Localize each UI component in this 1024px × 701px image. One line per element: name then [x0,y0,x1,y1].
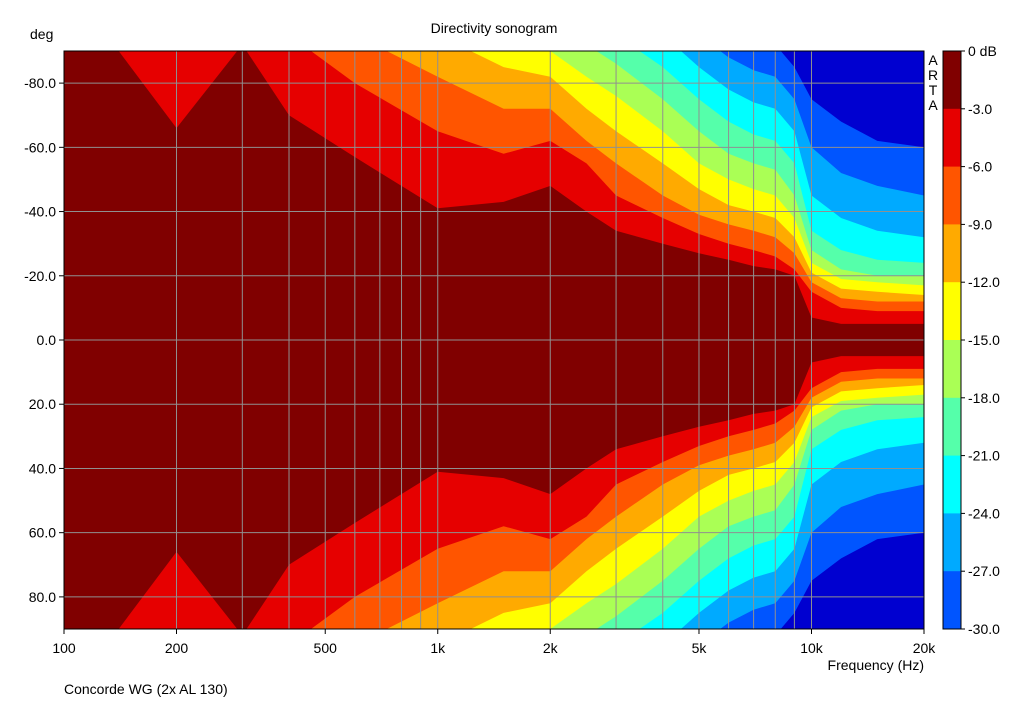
x-axis-ticks: 100 200 500 1k 2k 5k 10k 20k [52,629,936,656]
colorbar-label: -21.0 [968,448,1000,464]
colorbar-segment [943,513,961,572]
colorbar-segment [943,166,961,225]
y-tick-label: 60.0 [29,525,56,541]
colorbar-segment [943,397,961,457]
chart-title: Directivity sonogram [431,20,558,36]
watermark-letter: A [928,52,938,68]
x-axis-label: Frequency (Hz) [828,657,924,673]
colorbar-legend: 0 dB -3.0 -6.0 -9.0 -12.0 -15.0 -18.0 -21.0 -24.… [942,43,1000,637]
sonogram-plot-area [63,50,925,630]
y-tick-label: -80.0 [24,75,56,91]
x-tick-label: 500 [314,640,338,656]
colorbar-label: 0 dB [968,43,997,59]
y-tick-label: 0.0 [37,332,57,348]
y-tick-label: -20.0 [24,268,56,284]
y-tick-label: -40.0 [24,204,56,220]
colorbar-segment [943,282,961,341]
watermark-letter: A [928,97,938,113]
y-tick-label: 20.0 [29,396,56,412]
watermark-letter: T [929,82,938,98]
colorbar-segment [943,108,961,168]
x-tick-label: 20k [913,640,937,656]
colorbar-label: -6.0 [968,159,992,175]
x-tick-label: 100 [52,640,76,656]
colorbar-label: -18.0 [968,390,1000,406]
y-axis-ticks: -80.0 -60.0 -40.0 -20.0 0.0 20.0 40.0 60.0 80.0 [24,75,64,605]
colorbar-segment [943,224,961,283]
colorbar-label: -3.0 [968,101,992,117]
y-tick-label: 80.0 [29,589,56,605]
colorbar-segment [943,571,961,630]
footer-text: Concorde WG (2x AL 130) [64,681,228,697]
colorbar-label: -12.0 [968,274,1000,290]
colorbar-label: -15.0 [968,332,1000,348]
watermark-letter: R [928,67,938,83]
colorbar-label: -9.0 [968,216,992,232]
y-tick-label: -60.0 [24,139,56,155]
y-axis-label: deg [30,26,53,42]
colorbar-label: -30.0 [968,621,1000,637]
colorbar-segment [943,340,961,399]
x-tick-label: 200 [165,640,189,656]
colorbar-segment [943,51,961,110]
x-tick-label: 1k [430,640,446,656]
colorbar-segment [943,455,961,514]
x-tick-label: 5k [692,640,708,656]
x-tick-label: 10k [800,640,824,656]
colorbar-label: -24.0 [968,505,1000,521]
colorbar-label: -27.0 [968,563,1000,579]
x-tick-label: 2k [543,640,559,656]
y-tick-label: 40.0 [29,460,56,476]
